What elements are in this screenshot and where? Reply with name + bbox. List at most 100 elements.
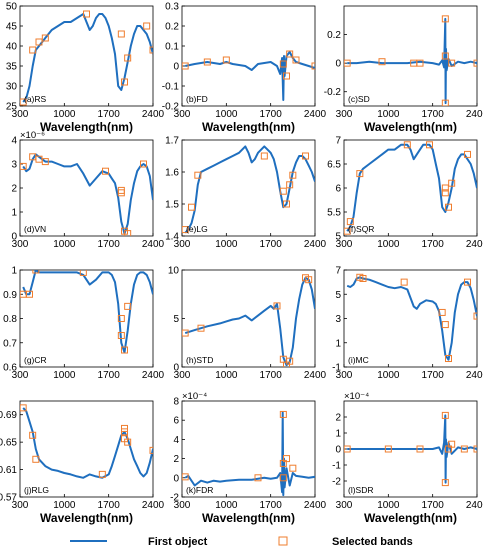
x-tick-label: 2400 bbox=[142, 500, 165, 511]
panel-label: (g)CR bbox=[24, 355, 47, 365]
selected-band-marker bbox=[441, 52, 449, 60]
y-tick-label: 1.7 bbox=[165, 136, 179, 147]
y-tick-label: -1 bbox=[332, 461, 341, 472]
x-tick-label: 1000 bbox=[377, 109, 400, 120]
selected-band-marker bbox=[149, 46, 153, 54]
selected-band-marker bbox=[117, 189, 125, 197]
selected-band-marker bbox=[143, 22, 151, 30]
x-tick-label: 300 bbox=[12, 370, 29, 381]
y-tick-label: 1.5 bbox=[165, 200, 179, 211]
selected-band-marker bbox=[32, 270, 40, 274]
y-tick-label: 0 bbox=[11, 232, 17, 243]
panel-label: (k)FDR bbox=[186, 485, 213, 495]
x-tick-label: 1700 bbox=[260, 370, 283, 381]
x-tick-label: 300 bbox=[336, 370, 353, 381]
series-group bbox=[20, 270, 153, 354]
x-tick-label: 2400 bbox=[142, 370, 165, 381]
panel-label: (a)RS bbox=[24, 94, 47, 104]
y-tick-label: 3 bbox=[11, 160, 17, 171]
selected-band-marker bbox=[20, 404, 27, 412]
panel-2: 300 1000 1700 2400 -0.2 -0.1 0 0.1 0.2 0.3 Wavelen… bbox=[162, 2, 327, 135]
panel-8: 300 1000 1700 2400 0 5 10 (h)STD bbox=[168, 266, 327, 382]
selected-band-marker bbox=[289, 171, 297, 179]
subplot-grid: 300 1000 1700 2400253035404550Wavelength(nm… bbox=[0, 2, 483, 526]
y-tick-label: 0.69 bbox=[0, 410, 17, 421]
y-tick-label: 0.8 bbox=[3, 314, 17, 325]
selected-band-marker bbox=[445, 355, 452, 363]
panel-label: (d)VN bbox=[24, 224, 46, 234]
selected-band-marker bbox=[124, 54, 132, 62]
selected-band-marker bbox=[279, 410, 287, 418]
x-tick-label: 1000 bbox=[377, 500, 400, 511]
selected-band-marker bbox=[29, 46, 37, 54]
y-tick-label: 0.7 bbox=[3, 338, 17, 349]
x-tick-label: 1000 bbox=[215, 239, 238, 250]
y-tick-label: 5 bbox=[335, 290, 341, 301]
selected-band-marker bbox=[305, 276, 313, 284]
selected-band-marker bbox=[20, 162, 27, 170]
selected-band-marker bbox=[445, 203, 452, 211]
y-exponent-label: ×10⁻⁴ bbox=[182, 391, 207, 402]
selected-band-marker bbox=[441, 479, 449, 487]
selected-band-marker bbox=[197, 324, 205, 332]
y-tick-label: 0.65 bbox=[0, 438, 17, 449]
y-tick-label: 0 bbox=[173, 473, 179, 484]
y-tick-label: 50 bbox=[6, 2, 18, 13]
series-group bbox=[20, 153, 153, 236]
selected-band-marker bbox=[117, 315, 125, 322]
panel-5: 300 1000 1700 2400 1.4 1.5 1.6 1.7 (e)LG bbox=[165, 136, 326, 251]
y-tick-label: 1.6 bbox=[165, 168, 179, 179]
selected-band-marker bbox=[441, 321, 449, 329]
selected-band-marker bbox=[98, 470, 106, 478]
x-tick-label: 1000 bbox=[53, 370, 76, 381]
y-tick-label: 4 bbox=[173, 435, 179, 446]
selected-band-marker bbox=[41, 34, 49, 42]
series-group bbox=[344, 15, 477, 106]
x-axis-label: Wavelength(nm) bbox=[202, 120, 295, 134]
x-tick-label: 300 bbox=[12, 500, 29, 511]
y-tick-label: -2 bbox=[170, 493, 179, 504]
selected-band-marker bbox=[117, 30, 125, 38]
selected-band-marker bbox=[473, 59, 477, 67]
plot-frame bbox=[19, 269, 154, 368]
selected-band-marker bbox=[441, 15, 449, 23]
panel-label: (b)FD bbox=[186, 94, 208, 104]
x-tick-label: 1700 bbox=[260, 239, 283, 250]
selected-band-marker bbox=[283, 455, 290, 463]
selected-band-marker bbox=[279, 60, 287, 68]
selected-band-marker bbox=[302, 152, 309, 160]
selected-band-marker bbox=[441, 411, 449, 419]
selected-band-marker bbox=[286, 50, 294, 58]
x-tick-label: 300 bbox=[174, 370, 191, 381]
panel-label: (i)MC bbox=[348, 355, 369, 365]
x-tick-label: 1700 bbox=[422, 239, 445, 250]
y-exponent-label: ×10⁻⁶ bbox=[20, 130, 45, 141]
selected-band-marker bbox=[182, 329, 189, 337]
series-line bbox=[184, 145, 315, 234]
series-group bbox=[20, 404, 153, 479]
x-tick-label: 2400 bbox=[466, 500, 483, 511]
y-tick-label: -0.2 bbox=[162, 102, 180, 113]
panel-label: (l)SDR bbox=[348, 485, 374, 495]
panel-label: (h)STD bbox=[186, 355, 213, 365]
y-tick-label: -0.2 bbox=[324, 87, 342, 98]
x-tick-label: 1000 bbox=[377, 370, 400, 381]
panel-3: 300 1000 1700 2400 -0.2 0 0.2 Wavelength(nm) (c)… bbox=[324, 5, 483, 134]
x-tick-label: 300 bbox=[174, 500, 191, 511]
panel-10: 300 1000 1700 2400 0.57 0.61 0.65 0.69 Wavelengt… bbox=[0, 400, 165, 525]
x-tick-label: 1700 bbox=[98, 370, 121, 381]
selected-band-marker bbox=[473, 312, 477, 320]
selected-band-marker bbox=[448, 59, 456, 67]
selected-band-marker bbox=[35, 38, 43, 46]
legend: First object Selected bands bbox=[70, 536, 413, 548]
selected-band-marker bbox=[26, 290, 33, 298]
y-tick-label: 5 bbox=[173, 314, 179, 325]
plot-frame bbox=[343, 139, 478, 237]
y-tick-label: 1 bbox=[11, 266, 17, 277]
x-tick-label: 2400 bbox=[142, 109, 165, 120]
y-tick-label: 2 bbox=[335, 413, 341, 424]
panel-label: (e)LG bbox=[186, 224, 208, 234]
selected-band-marker bbox=[344, 59, 351, 67]
selected-band-marker bbox=[273, 302, 281, 310]
